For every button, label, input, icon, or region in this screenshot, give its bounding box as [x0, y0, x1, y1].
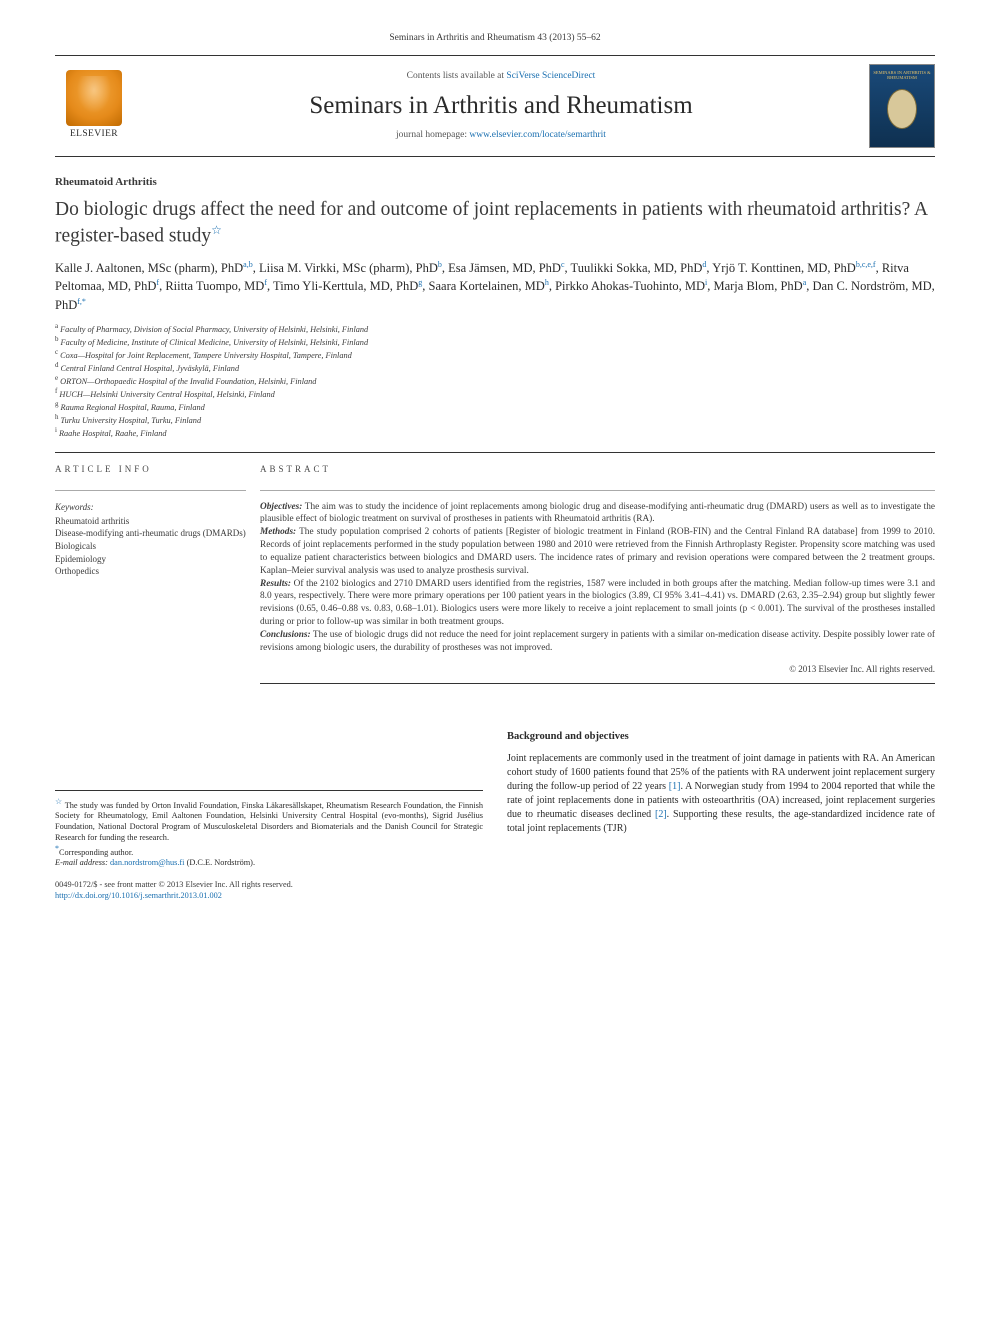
author-list: Kalle J. Aaltonen, MSc (pharm), PhDa,b, …	[55, 259, 935, 314]
email-who: (D.C.E. Nordström).	[187, 858, 255, 867]
article-info-block: article info Keywords: Rheumatoid arthri…	[55, 452, 260, 693]
results-label: Results:	[260, 579, 291, 589]
funding-footnote: ☆ The study was funded by Orton Invalid …	[55, 797, 483, 844]
doi-link[interactable]: http://dx.doi.org/10.1016/j.semarthrit.2…	[55, 891, 222, 900]
keywords-list: Rheumatoid arthritisDisease-modifying an…	[55, 515, 246, 578]
section-label: Rheumatoid Arthritis	[55, 175, 935, 190]
funding-text: The study was funded by Orton Invalid Fo…	[55, 800, 483, 841]
email-footnote: E-mail address: dan.nordstrom@hus.fi (D.…	[55, 858, 483, 869]
objectives-label: Objectives:	[260, 502, 302, 512]
abstract-head: abstract	[260, 463, 935, 475]
methods-text: The study population comprised 2 cohorts…	[260, 527, 935, 575]
affiliation-list: aFaculty of Pharmacy, Division of Social…	[55, 322, 935, 439]
article-info-head: article info	[55, 463, 246, 475]
contents-line: Contents lists available at SciVerse Sci…	[143, 70, 859, 83]
page-footer: 0049-0172/$ - see front matter © 2013 El…	[55, 879, 935, 901]
body-heading: Background and objectives	[507, 730, 935, 745]
email-link[interactable]: dan.nordstrom@hus.fi	[110, 858, 184, 867]
elsevier-tree-icon	[66, 70, 122, 126]
info-abstract-row: article info Keywords: Rheumatoid arthri…	[55, 452, 935, 693]
front-matter-line: 0049-0172/$ - see front matter © 2013 El…	[55, 879, 293, 890]
running-head: Seminars in Arthritis and Rheumatism 43 …	[55, 32, 935, 45]
article-title: Do biologic drugs affect the need for an…	[55, 198, 935, 249]
methods-label: Methods:	[260, 527, 296, 537]
homepage-prefix: journal homepage:	[396, 130, 469, 140]
abstract-block: abstract Objectives: The aim was to stud…	[260, 452, 935, 693]
corresponding-footnote: *Corresponding author.	[55, 844, 483, 859]
abstract-copyright: © 2013 Elsevier Inc. All rights reserved…	[260, 663, 935, 675]
cover-art-icon	[887, 89, 917, 129]
journal-name: Seminars in Arthritis and Rheumatism	[143, 89, 859, 123]
journal-cover-thumb: SEMINARS IN ARTHRITIS & RHEUMATISM	[869, 64, 935, 148]
funding-marker: ☆	[55, 797, 62, 806]
footer-left: 0049-0172/$ - see front matter © 2013 El…	[55, 879, 293, 901]
homepage-link[interactable]: www.elsevier.com/locate/semarthrit	[469, 130, 606, 140]
publisher-block: ELSEVIER	[55, 70, 133, 141]
body-col-left: ☆ The study was funded by Orton Invalid …	[55, 730, 483, 869]
footnotes-block: ☆ The study was funded by Orton Invalid …	[55, 790, 483, 869]
results-text: Of the 2102 biologics and 2710 DMARD use…	[260, 579, 935, 627]
title-footnote-marker: ☆	[211, 223, 222, 237]
corr-text: Corresponding author.	[59, 847, 133, 856]
email-label: E-mail address:	[55, 858, 108, 867]
sciencedirect-link[interactable]: SciVerse ScienceDirect	[506, 71, 595, 81]
homepage-line: journal homepage: www.elsevier.com/locat…	[143, 129, 859, 142]
keywords-label: Keywords:	[55, 501, 246, 513]
body-paragraph: Joint replacements are commonly used in …	[507, 752, 935, 836]
body-col-right: Background and objectives Joint replacem…	[507, 730, 935, 869]
cover-title: SEMINARS IN ARTHRITIS & RHEUMATISM	[870, 71, 934, 81]
abstract-body: Objectives: The aim was to study the inc…	[260, 501, 935, 655]
conclusions-text: The use of biologic drugs did not reduce…	[260, 630, 935, 653]
body-columns: ☆ The study was funded by Orton Invalid …	[55, 730, 935, 869]
publisher-label: ELSEVIER	[70, 128, 118, 141]
title-text: Do biologic drugs affect the need for an…	[55, 199, 927, 246]
conclusions-label: Conclusions:	[260, 630, 311, 640]
banner-center: Contents lists available at SciVerse Sci…	[133, 70, 869, 141]
objectives-text: The aim was to study the incidence of jo…	[260, 502, 935, 525]
contents-prefix: Contents lists available at	[407, 71, 507, 81]
journal-banner: ELSEVIER Contents lists available at Sci…	[55, 55, 935, 157]
